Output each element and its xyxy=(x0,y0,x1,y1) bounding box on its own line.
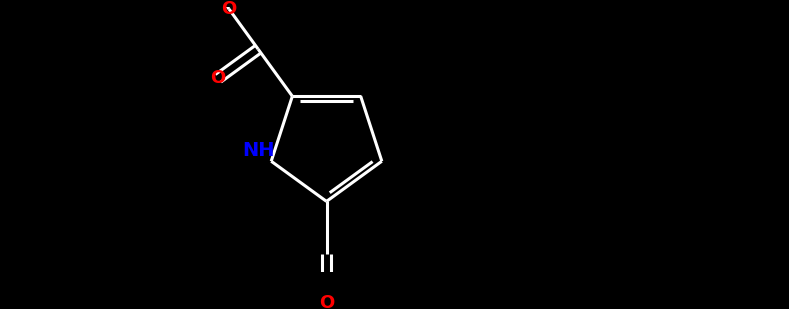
Text: O: O xyxy=(319,294,335,309)
Text: O: O xyxy=(222,0,237,18)
Text: O: O xyxy=(211,69,226,87)
Text: NH: NH xyxy=(242,142,275,160)
